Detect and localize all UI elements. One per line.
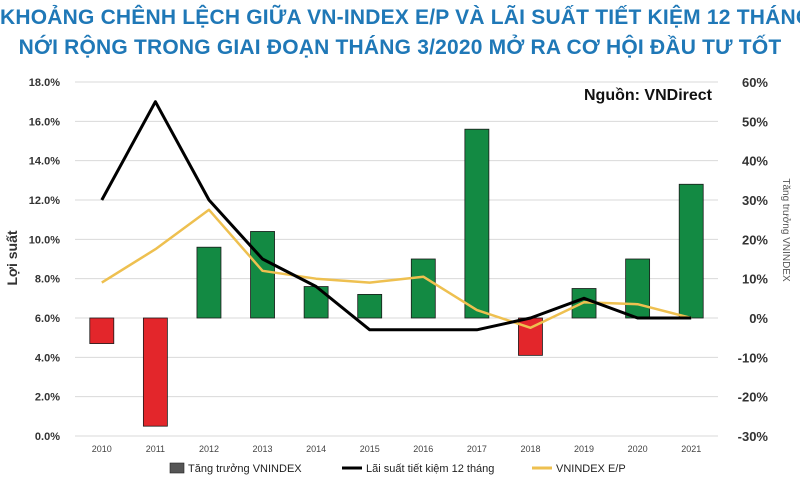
y2-axis-tick-label: -30% bbox=[738, 429, 769, 444]
x-axis-tick-label: 2010 bbox=[92, 444, 112, 454]
bar-vnindex-growth bbox=[250, 231, 275, 319]
line-savings-rate bbox=[100, 100, 692, 332]
y2-axis-tick-label: 40% bbox=[742, 154, 768, 169]
y-axis-tick-label: 10.0% bbox=[29, 234, 60, 246]
y2-axis-tick-label: 10% bbox=[742, 272, 768, 287]
x-axis-tick-label: 2012 bbox=[199, 444, 219, 454]
y-axis-tick-label: 4.0% bbox=[35, 352, 60, 364]
x-axis-tick-label: 2011 bbox=[146, 444, 165, 454]
bar-vnindex-growth bbox=[303, 286, 329, 319]
y-axis-tick-label: 18.0% bbox=[29, 77, 60, 89]
x-axis-tick-label: 2016 bbox=[413, 444, 433, 454]
y-axis-tick-label: 6.0% bbox=[35, 313, 60, 325]
y2-axis-tick-label: -20% bbox=[738, 390, 769, 405]
x-axis-tick-label: 2013 bbox=[253, 444, 273, 454]
y-axis-label: Lợi suất bbox=[4, 230, 20, 285]
y-axis-tick-label: 2.0% bbox=[35, 392, 60, 404]
y-axis-tick-label: 14.0% bbox=[29, 156, 60, 168]
x-axis-tick-label: 2020 bbox=[628, 444, 648, 454]
y2-axis-tick-label: -10% bbox=[738, 350, 769, 365]
bar-vnindex-growth bbox=[89, 317, 115, 344]
y2-axis-label: Tăng trưởng VNINDEX bbox=[780, 178, 792, 282]
x-axis-tick-label: 2014 bbox=[306, 444, 326, 454]
y-axis-tick-label: 0.0% bbox=[35, 431, 60, 443]
x-axis-tick-label: 2017 bbox=[467, 444, 487, 454]
bar-vnindex-growth bbox=[357, 293, 383, 319]
y2-axis-tick-label: 30% bbox=[742, 193, 768, 208]
bar-vnindex-growth bbox=[196, 246, 222, 319]
bar-vnindex-growth bbox=[464, 128, 490, 319]
bar-vnindex-growth bbox=[625, 258, 651, 319]
bar-vnindex-growth bbox=[142, 317, 168, 427]
legend-label-yellow-line: VNINDEX E/P bbox=[556, 463, 626, 475]
chart-title-line-1: KHOẢNG CHÊNH LỆCH GIỮA VN-INDEX E/P VÀ L… bbox=[0, 6, 800, 29]
bar-vnindex-growth bbox=[678, 183, 704, 319]
x-axis-tick-label: 2019 bbox=[574, 444, 594, 454]
x-axis-tick-label: 2021 bbox=[681, 444, 701, 454]
y-axis-tick-label: 12.0% bbox=[29, 195, 60, 207]
line-vnindex-ep bbox=[101, 208, 692, 330]
y2-axis-tick-label: 0% bbox=[749, 311, 768, 326]
y-axis-tick-label: 16.0% bbox=[29, 116, 60, 128]
y2-axis-tick-label: 60% bbox=[742, 75, 768, 90]
chart-title-line-2: NỚI RỘNG TRONG GIAI ĐOẠN THÁNG 3/2020 MỞ… bbox=[18, 36, 782, 59]
bar-vnindex-growth bbox=[410, 258, 436, 319]
y2-axis-tick-label: 50% bbox=[742, 114, 768, 129]
legend-label-bar: Tăng trưởng VNINDEX bbox=[188, 463, 302, 475]
legend-label-black-line: Lãi suất tiết kiệm 12 tháng bbox=[366, 463, 494, 475]
source-note: Nguồn: VNDirect bbox=[584, 87, 713, 104]
y2-axis-tick-label: 20% bbox=[742, 232, 768, 247]
y-axis-tick-label: 8.0% bbox=[35, 274, 60, 286]
x-axis-tick-label: 2018 bbox=[520, 444, 540, 454]
x-axis-tick-label: 2015 bbox=[360, 444, 380, 454]
legend-swatch-bar bbox=[169, 462, 185, 474]
